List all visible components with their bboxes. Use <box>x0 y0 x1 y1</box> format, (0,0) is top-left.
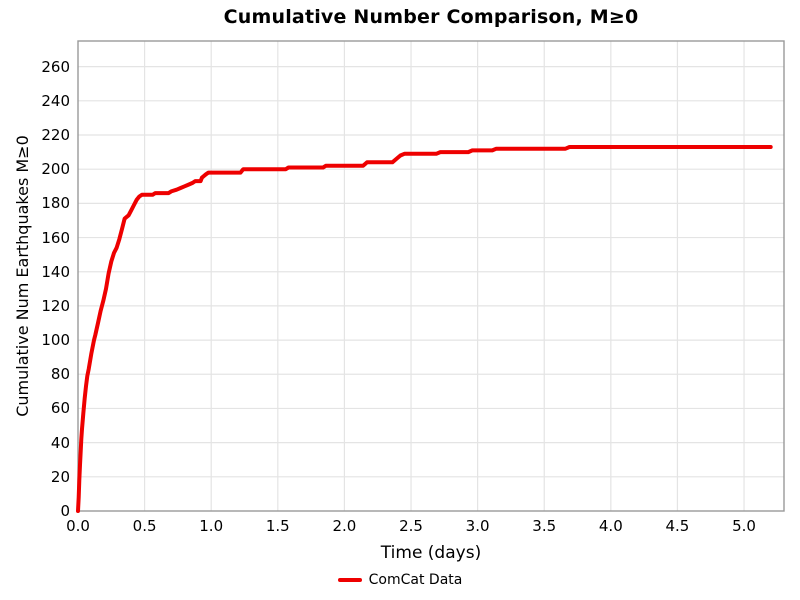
x-tick-label: 4.0 <box>598 517 623 535</box>
y-tick-label: 100 <box>41 331 70 350</box>
x-tick-label: 2.0 <box>332 517 357 535</box>
y-tick-label: 120 <box>41 296 70 315</box>
chart-title: Cumulative Number Comparison, M≥0 <box>223 6 639 28</box>
legend-line-swatch <box>337 578 362 582</box>
axes-frame <box>77 40 785 512</box>
x-tick-label: 3.5 <box>532 517 557 535</box>
y-tick-label: 60 <box>50 399 70 418</box>
x-tick-label: 0.5 <box>132 517 157 535</box>
y-tick-label: 180 <box>41 194 70 213</box>
series-line-comcat-data <box>76 145 773 513</box>
x-tick-label: 1.0 <box>199 517 224 535</box>
legend: ComCat Data <box>0 572 800 588</box>
y-tick-label: 200 <box>41 160 70 179</box>
y-tick-label: 260 <box>41 57 70 76</box>
x-tick-label: 5.0 <box>732 517 756 535</box>
y-tick-label: 140 <box>41 262 70 281</box>
x-tick-label: 1.5 <box>265 517 290 535</box>
y-tick-label: 160 <box>41 228 70 247</box>
x-tick-label: 3.0 <box>465 517 490 535</box>
x-tick-label: 2.5 <box>399 517 423 535</box>
x-tick-label: 4.5 <box>665 517 690 535</box>
y-tick-label: 80 <box>50 365 70 384</box>
y-tick-label: 220 <box>41 126 70 144</box>
x-tick-label: 0.0 <box>66 517 90 535</box>
x-axis-label: Time (days) <box>380 543 482 563</box>
y-tick-label: 0 <box>60 502 70 520</box>
y-tick-label: 40 <box>50 433 70 452</box>
legend-entry-label: ComCat Data <box>368 572 463 588</box>
y-tick-label: 20 <box>50 467 70 486</box>
y-tick-label: 240 <box>41 91 70 110</box>
